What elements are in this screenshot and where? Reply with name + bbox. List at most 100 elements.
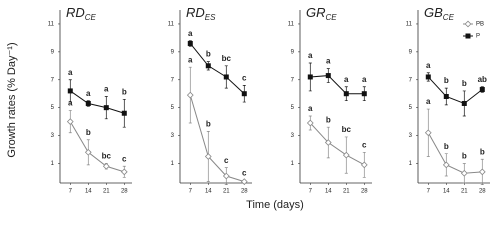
significance-letter: a	[86, 89, 91, 98]
y-tick-label: 1	[171, 161, 175, 167]
panel-title-sub: CE	[85, 13, 97, 22]
y-tick-label: 11	[168, 22, 175, 28]
panel-title: GBCE	[424, 5, 455, 22]
panel-title: GRCE	[306, 5, 337, 22]
significance-letter: bc	[222, 54, 232, 63]
marker	[67, 88, 73, 94]
y-tick-label: 11	[288, 22, 295, 28]
marker	[66, 118, 74, 125]
panel-title-sub: CE	[443, 13, 455, 22]
x-tick-label: 14	[85, 189, 92, 195]
series-line	[69, 90, 125, 114]
significance-letter: a	[104, 85, 109, 94]
y-tick-label: 5	[171, 105, 175, 111]
significance-letter: b	[122, 87, 127, 96]
series-line	[427, 76, 483, 105]
series-line	[189, 94, 245, 183]
marker	[461, 100, 467, 106]
y-tick-label: 11	[48, 22, 55, 28]
y-tick-label: 1	[291, 161, 295, 167]
x-tick-label: 7	[69, 189, 73, 195]
marker	[187, 40, 193, 46]
marker	[442, 161, 450, 169]
x-tick-label: 28	[479, 189, 486, 195]
significance-letter: b	[480, 147, 485, 156]
significance-letter: b	[206, 50, 211, 59]
marker	[342, 151, 350, 159]
marker	[360, 161, 368, 169]
marker	[443, 94, 449, 99]
marker	[102, 162, 110, 170]
marker	[103, 105, 109, 111]
marker	[84, 148, 92, 156]
significance-letter: c	[242, 73, 247, 82]
y-tick-label: 7	[51, 77, 55, 83]
significance-letter: ab	[478, 75, 487, 84]
significance-letter: a	[308, 51, 313, 60]
marker	[223, 74, 229, 80]
panel-title: RDES	[186, 5, 216, 22]
x-tick-label: 14	[443, 189, 450, 195]
panel-title-main: GR	[306, 5, 326, 20]
marker	[85, 100, 91, 106]
x-tick-label: 21	[343, 189, 350, 195]
significance-letter: b	[444, 76, 449, 85]
y-tick-label: 3	[171, 133, 175, 139]
significance-letter: b	[206, 119, 211, 128]
x-tick-label: 28	[361, 189, 368, 195]
x-tick-label: 14	[205, 189, 212, 195]
marker	[478, 168, 486, 176]
y-tick-label: 7	[291, 77, 295, 83]
series-line	[310, 75, 365, 95]
legend-label: P	[476, 34, 480, 40]
marker	[307, 74, 313, 80]
y-tick-label: 3	[409, 133, 413, 139]
significance-letter: a	[188, 55, 193, 64]
panel-title-sub: ES	[205, 13, 216, 22]
significance-letter: b	[462, 152, 467, 161]
y-tick-label: 5	[291, 105, 295, 111]
significance-letter: b	[86, 128, 91, 137]
significance-letter: a	[326, 57, 331, 66]
x-tick-label: 7	[427, 189, 431, 195]
marker	[241, 91, 247, 97]
marker	[121, 110, 127, 116]
panel-title-main: RD	[66, 5, 85, 20]
marker	[205, 63, 211, 69]
marker	[240, 178, 248, 185]
x-axis-label: Time (days)	[246, 199, 304, 211]
significance-letter: b	[326, 115, 331, 124]
marker	[186, 91, 194, 99]
marker	[306, 119, 314, 127]
significance-letter: a	[68, 99, 73, 108]
significance-letter: a	[68, 68, 73, 77]
panel-title-main: RD	[186, 5, 205, 20]
y-tick-label: 11	[406, 22, 413, 28]
y-tick-label: 1	[51, 161, 55, 167]
x-tick-label: 7	[309, 189, 313, 195]
legend-marker	[465, 33, 471, 39]
chart: Growth rates (% Day⁻¹) Time (days) RDCE1…	[6, 5, 490, 211]
y-tick-label: 7	[171, 77, 175, 83]
marker	[460, 169, 468, 177]
significance-letter: bc	[102, 152, 112, 161]
series-line	[69, 121, 125, 173]
panel-title: RDCE	[66, 5, 97, 22]
significance-letter: a	[188, 29, 193, 38]
marker	[324, 139, 332, 146]
significance-letter: a	[362, 75, 367, 84]
y-tick-label: 9	[409, 49, 413, 55]
legend-marker	[464, 20, 472, 28]
legend-label: PB	[476, 22, 484, 28]
series-line	[189, 43, 245, 95]
y-tick-label: 1	[409, 161, 413, 167]
marker	[479, 87, 485, 93]
significance-letter: a	[308, 104, 313, 113]
significance-letter: bc	[342, 125, 352, 134]
y-tick-label: 3	[51, 133, 55, 139]
significance-letter: a	[344, 75, 349, 84]
x-tick-label: 14	[325, 189, 332, 195]
y-tick-label: 5	[51, 105, 55, 111]
panel-title-main: GB	[424, 5, 443, 20]
significance-letter: c	[224, 156, 229, 165]
